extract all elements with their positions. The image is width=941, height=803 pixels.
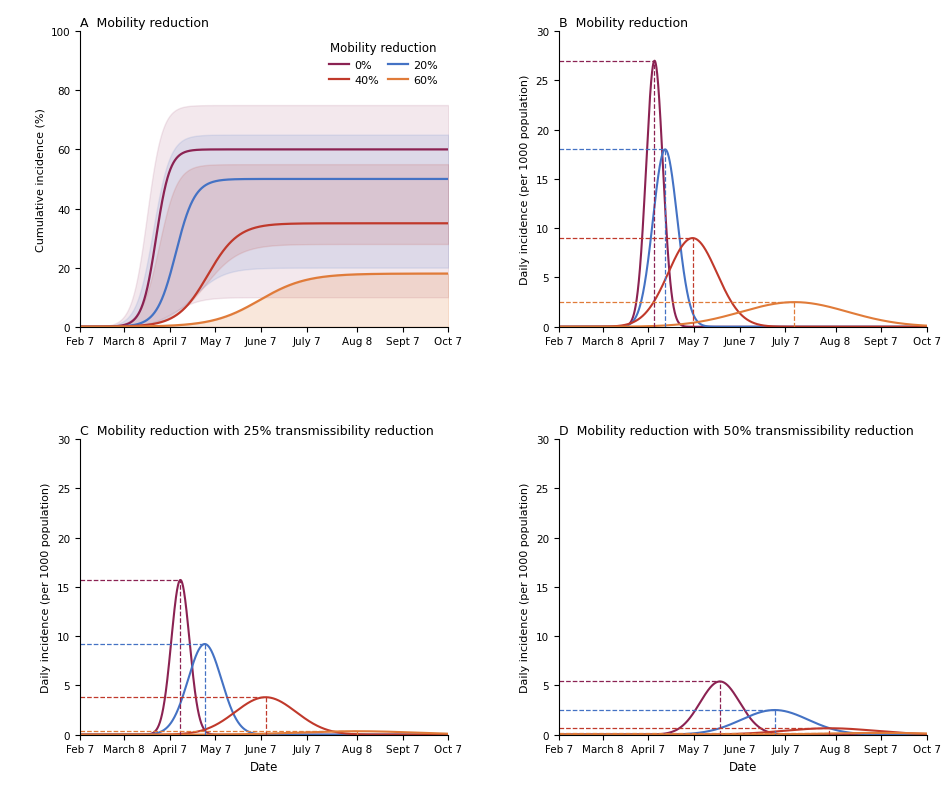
Y-axis label: Daily incidence (per 1000 population): Daily incidence (per 1000 population) (41, 482, 52, 692)
Y-axis label: Cumulative incidence (%): Cumulative incidence (%) (35, 108, 45, 251)
Text: B  Mobility reduction: B Mobility reduction (559, 17, 688, 30)
X-axis label: Date: Date (728, 760, 757, 773)
Y-axis label: Daily incidence (per 1000 population): Daily incidence (per 1000 population) (520, 75, 530, 285)
Legend: 0%, 40%, 20%, 60%: 0%, 40%, 20%, 60% (325, 38, 442, 91)
Text: A  Mobility reduction: A Mobility reduction (80, 17, 209, 30)
Y-axis label: Daily incidence (per 1000 population): Daily incidence (per 1000 population) (520, 482, 530, 692)
X-axis label: Date: Date (250, 760, 279, 773)
Text: C  Mobility reduction with 25% transmissibility reduction: C Mobility reduction with 25% transmissi… (80, 424, 434, 437)
Text: D  Mobility reduction with 50% transmissibility reduction: D Mobility reduction with 50% transmissi… (559, 424, 914, 437)
